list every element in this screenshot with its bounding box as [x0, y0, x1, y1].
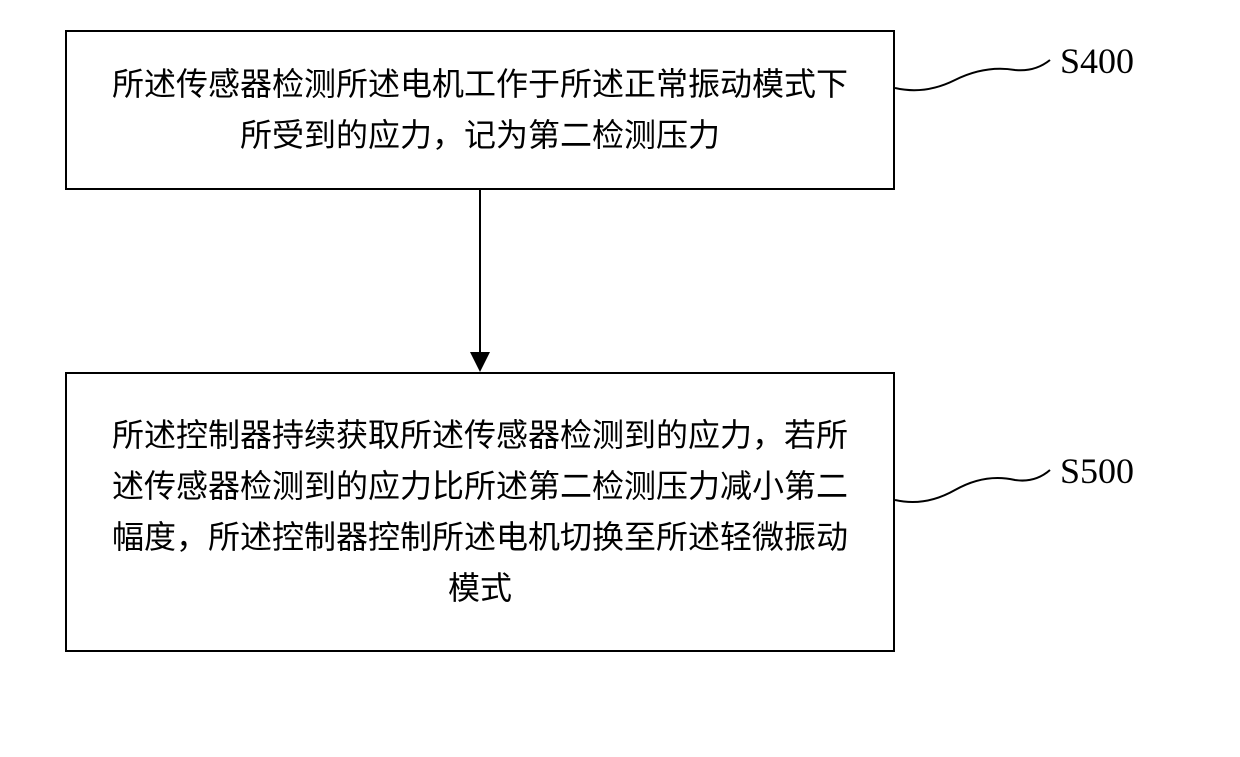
flowchart-container: 所述传感器检测所述电机工作于所述正常振动模式下所受到的应力，记为第二检测压力 所… [0, 0, 1240, 757]
connector-line-s500 [895, 455, 1060, 515]
flowchart-node-s500: 所述控制器持续获取所述传感器检测到的应力，若所述传感器检测到的应力比所述第二检测… [65, 372, 895, 652]
node-text: 所述控制器持续获取所述传感器检测到的应力，若所述传感器检测到的应力比所述第二检测… [97, 410, 863, 615]
flowchart-arrow-head-icon [470, 352, 490, 372]
flowchart-node-s400: 所述传感器检测所述电机工作于所述正常振动模式下所受到的应力，记为第二检测压力 [65, 30, 895, 190]
step-label-s400: S400 [1060, 40, 1134, 82]
flowchart-arrow-line [479, 190, 481, 352]
node-text: 所述传感器检测所述电机工作于所述正常振动模式下所受到的应力，记为第二检测压力 [97, 59, 863, 161]
step-label-s500: S500 [1060, 450, 1134, 492]
connector-line-s400 [895, 50, 1060, 110]
